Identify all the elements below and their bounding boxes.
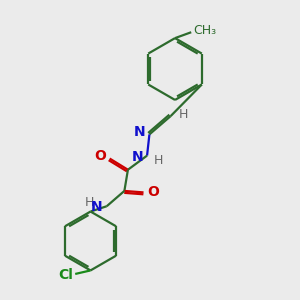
Text: CH₃: CH₃ xyxy=(193,24,216,37)
Text: H: H xyxy=(154,154,163,167)
Text: H: H xyxy=(85,196,94,209)
Text: O: O xyxy=(147,185,159,200)
Text: H: H xyxy=(179,108,188,121)
Text: N: N xyxy=(131,150,143,164)
Text: O: O xyxy=(94,149,106,163)
Text: Cl: Cl xyxy=(58,268,73,282)
Text: N: N xyxy=(91,200,103,214)
Text: N: N xyxy=(134,125,145,139)
